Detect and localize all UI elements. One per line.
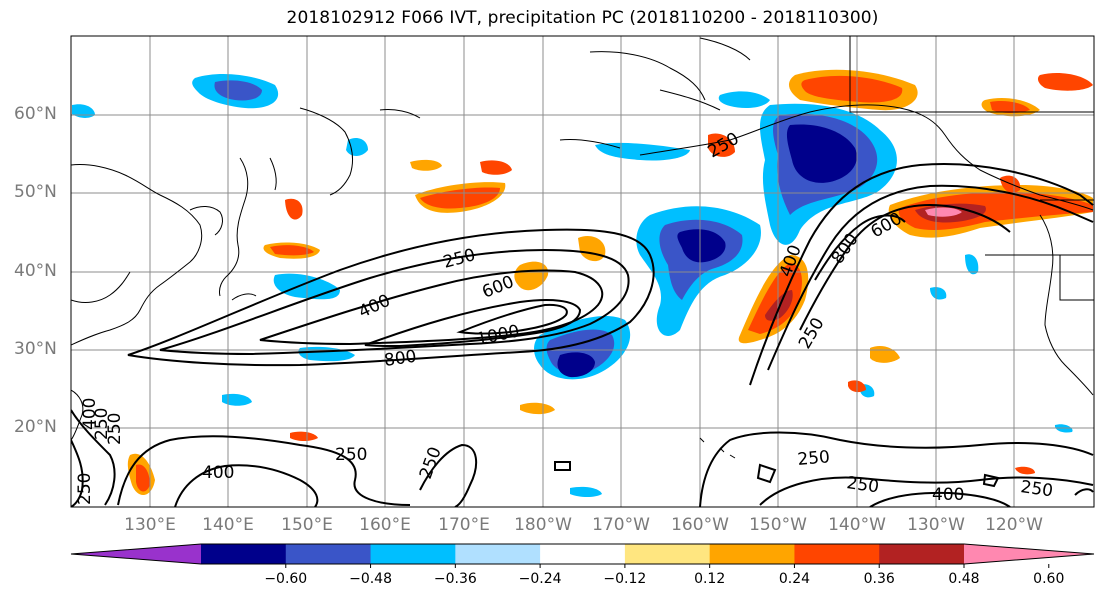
lat-label: 60°N xyxy=(14,104,57,124)
colorbar-tick-label: 0.12 xyxy=(694,571,726,587)
colorbar-tick-label: −0.24 xyxy=(518,571,562,587)
colorbar-outline xyxy=(70,543,1095,565)
lat-label: 50°N xyxy=(14,182,57,202)
colorbar-segment xyxy=(201,544,287,564)
lat-label: 30°N xyxy=(14,339,57,359)
lon-label: 150°E xyxy=(281,515,333,535)
coastlines xyxy=(71,37,1094,459)
contour-label: 250 xyxy=(105,413,125,445)
colorbar-segment xyxy=(285,544,372,564)
contour-label: 250 xyxy=(92,408,112,440)
lon-label: 170°W xyxy=(592,515,650,535)
colorbar-segment xyxy=(540,544,626,564)
colorbar-segment xyxy=(455,544,541,564)
colorbar-tick-label: −0.12 xyxy=(603,571,647,587)
colorbar-segment xyxy=(879,544,965,564)
colorbar-tick-label: 0.48 xyxy=(948,571,980,587)
lat-label: 40°N xyxy=(14,261,57,281)
lon-label: 130°W xyxy=(907,515,965,535)
lon-label: 140°E xyxy=(202,515,254,535)
colorbar-tick-label: −0.36 xyxy=(433,571,477,587)
contour-label: 250 xyxy=(797,447,831,470)
lon-label: 170°E xyxy=(438,515,490,535)
colorbar-extend-max xyxy=(964,544,1094,564)
colorbar-segment xyxy=(370,544,456,564)
contour-label: 400 xyxy=(80,398,100,430)
lon-label: 120°W xyxy=(985,515,1043,535)
map-gridlines xyxy=(71,36,1094,507)
contour-label: 250 xyxy=(1019,477,1054,501)
colorbar-tick-label: −0.60 xyxy=(264,571,308,587)
colorbar-segment xyxy=(709,544,795,564)
contour-label: 250 xyxy=(845,473,880,497)
colorbar-tick-label: 0.36 xyxy=(863,571,895,587)
colorbar-extend-min xyxy=(71,544,201,564)
colorbar-tick-label: −0.48 xyxy=(349,571,392,587)
lon-label: 140°W xyxy=(828,515,886,535)
lon-label: 150°W xyxy=(749,515,807,535)
contour-label: 250 xyxy=(335,445,367,465)
lat-label: 20°N xyxy=(14,417,57,437)
lon-label: 160°E xyxy=(359,515,411,535)
ivt-contours xyxy=(71,163,1094,507)
colorbar-tick-label: 0.60 xyxy=(1033,571,1065,587)
map-frame xyxy=(70,35,1095,508)
colorbar-tick-label: 0.24 xyxy=(778,571,811,587)
contour-label: 800 xyxy=(383,347,418,371)
colorbar-segment xyxy=(794,544,880,564)
colorbar-segment xyxy=(624,544,711,564)
political-boundaries xyxy=(849,36,1094,301)
lon-label: 160°W xyxy=(671,515,729,535)
colorbar xyxy=(70,543,1095,568)
contour-label: 250 xyxy=(75,473,95,505)
lon-label: 180°W xyxy=(514,515,572,535)
precipitation-shading xyxy=(72,69,1093,497)
map-title: 2018102912 F066 IVT, precipitation PC (2… xyxy=(286,8,879,28)
lon-label: 130°E xyxy=(124,515,176,535)
contour-label: 400 xyxy=(202,463,234,483)
contour-label: 400 xyxy=(932,485,964,505)
